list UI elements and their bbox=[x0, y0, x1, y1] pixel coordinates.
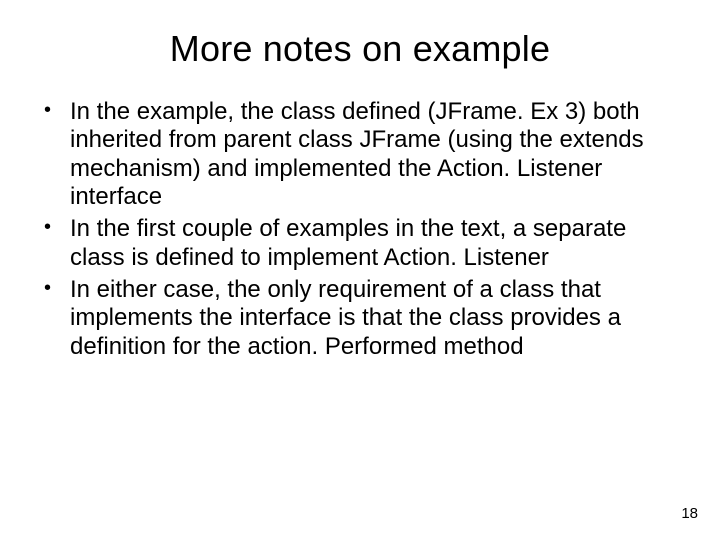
page-number: 18 bbox=[681, 505, 698, 522]
slide-title: More notes on example bbox=[0, 0, 720, 98]
list-item: In the example, the class defined (JFram… bbox=[36, 98, 684, 211]
list-item: In the first couple of examples in the t… bbox=[36, 215, 684, 272]
slide: More notes on example In the example, th… bbox=[0, 0, 720, 540]
bullet-list: In the example, the class defined (JFram… bbox=[36, 98, 684, 361]
slide-body: In the example, the class defined (JFram… bbox=[0, 98, 720, 361]
list-item: In either case, the only requirement of … bbox=[36, 276, 684, 361]
